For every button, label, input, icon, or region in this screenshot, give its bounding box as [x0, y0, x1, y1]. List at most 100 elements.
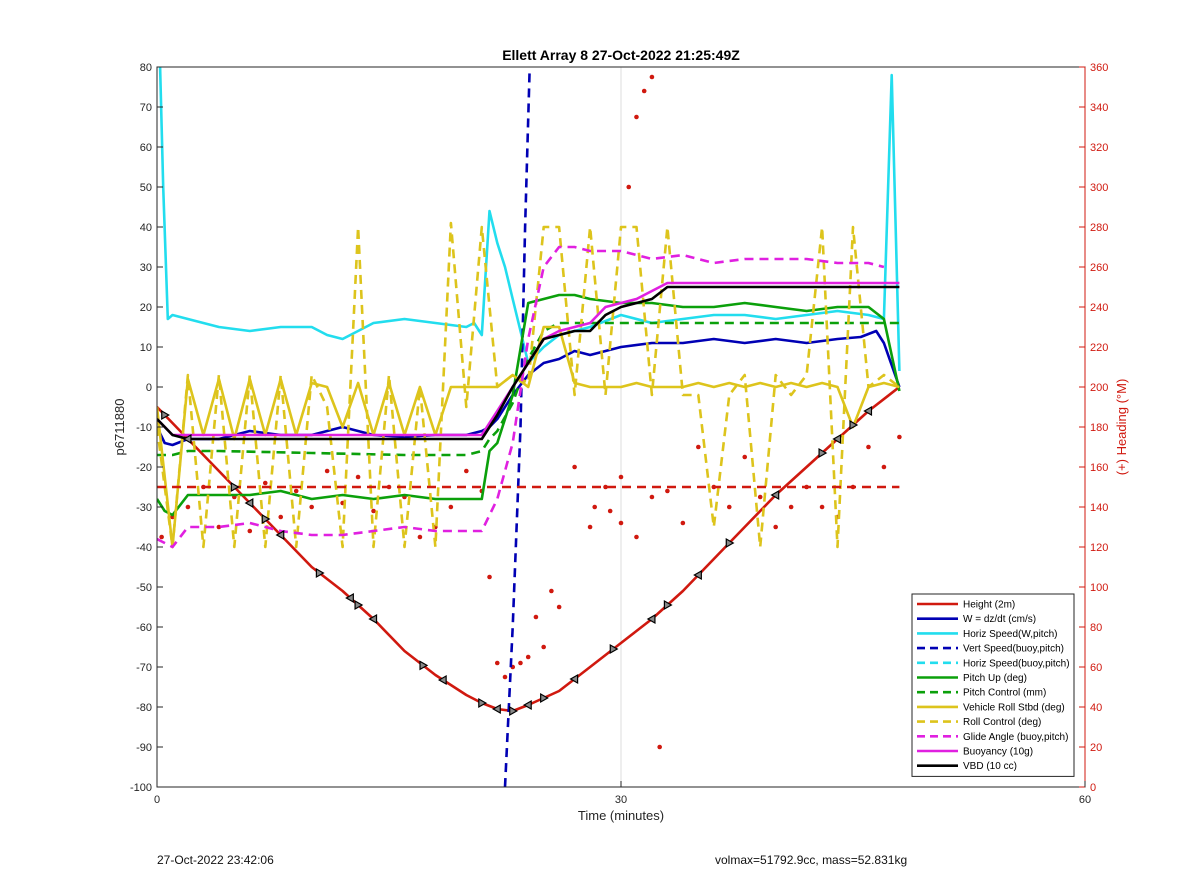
- heading-point: [641, 88, 647, 94]
- y2-tick-label: 120: [1090, 542, 1108, 554]
- y2-tick-label: 260: [1090, 262, 1108, 274]
- heading-point: [665, 488, 670, 494]
- legend-entry: Roll Control (deg): [963, 717, 1041, 728]
- left-axis: -100-90-80-70-60-50-40-30-20-10010203040…: [130, 62, 163, 794]
- heading-point: [587, 524, 593, 530]
- y2-tick-label: 320: [1090, 142, 1108, 154]
- x-tick-label: 0: [154, 794, 160, 806]
- heading-point: [216, 524, 222, 530]
- height-marker: [693, 569, 702, 581]
- heading-point: [788, 504, 794, 510]
- y-tick-label: -40: [136, 542, 152, 554]
- height-marker: [770, 489, 780, 501]
- heading-point: [549, 588, 554, 594]
- heading-point: [541, 644, 546, 650]
- y2-tick-label: 60: [1090, 662, 1102, 674]
- heading-point: [159, 534, 164, 540]
- heading-point: [592, 504, 598, 510]
- plot-area: [157, 67, 902, 787]
- y2-tick-label: 0: [1090, 782, 1096, 794]
- heading-point: [448, 504, 454, 510]
- heading-point: [247, 528, 253, 534]
- y-tick-label: 80: [140, 62, 152, 74]
- height-marker: [492, 703, 501, 715]
- series-line-horiz-speed-w-pitch: [158, 67, 901, 372]
- height-marker: [368, 613, 378, 625]
- heading-point: [324, 468, 330, 474]
- legend-entry: Horiz Speed(W,pitch): [963, 629, 1057, 640]
- heading-point: [680, 520, 686, 526]
- heading-point: [185, 504, 191, 510]
- y-tick-label: 0: [146, 382, 152, 394]
- y-tick-label: 10: [140, 342, 152, 354]
- series-line-buoyancy-10g: [157, 281, 900, 437]
- y2-tick-label: 80: [1090, 622, 1102, 634]
- height-marker: [646, 613, 656, 625]
- height-marker: [315, 567, 325, 579]
- height-marker: [437, 674, 447, 686]
- height-marker: [569, 673, 579, 685]
- heading-point: [819, 504, 825, 510]
- series-line-roll-control-deg: [157, 221, 901, 549]
- legend-entry: Pitch Up (deg): [963, 673, 1027, 684]
- y-tick-label: -90: [136, 742, 152, 754]
- heading-point: [634, 534, 639, 540]
- height-marker: [849, 419, 859, 431]
- legend-entry: VBD (10 cc): [963, 761, 1017, 772]
- legend-entry: W = dz/dt (cm/s): [963, 614, 1036, 625]
- legend-entry: Horiz Speed(buoy,pitch): [963, 658, 1070, 669]
- legend-entry: Height (2m): [963, 600, 1015, 611]
- height-marker: [345, 592, 354, 604]
- heading-point: [502, 674, 508, 680]
- height-marker: [663, 599, 673, 611]
- height-marker: [540, 692, 549, 704]
- y-axis-label: p6711880: [112, 399, 127, 456]
- height-marker: [261, 513, 271, 525]
- y-tick-label: 40: [140, 222, 152, 234]
- heading-point: [262, 480, 268, 486]
- x-axis-label: Time (minutes): [578, 808, 664, 823]
- height-marker: [725, 537, 735, 549]
- heading-point: [278, 514, 284, 520]
- heading-point: [556, 604, 562, 610]
- y2-tick-label: 360: [1090, 62, 1108, 74]
- height-marker: [609, 643, 619, 655]
- right-axis: 0 20 40 60 80 100 120 140 160 180 200 220 240 260 280 3…: [1079, 62, 1108, 794]
- height-marker: [182, 433, 192, 445]
- heading-point: [881, 464, 887, 470]
- heading-point: [618, 474, 624, 480]
- y-tick-label: -10: [136, 422, 152, 434]
- y2-tick-label: 100: [1090, 582, 1108, 594]
- height-marker: [863, 405, 873, 417]
- y2-tick-label: 340: [1090, 102, 1108, 114]
- y2-tick-label: 40: [1090, 702, 1102, 714]
- heading-point: [494, 660, 500, 666]
- height-marker: [419, 660, 429, 671]
- heading-point: [518, 660, 523, 666]
- y-tick-label: 20: [140, 302, 152, 314]
- y2-tick-label: 160: [1090, 462, 1108, 474]
- y2-tick-label: 20: [1090, 742, 1102, 754]
- height-marker: [230, 481, 240, 493]
- heading-point: [618, 520, 624, 526]
- heading-point: [293, 488, 299, 494]
- legend-entry: Glide Angle (buoy,pitch): [963, 732, 1068, 743]
- height-marker: [509, 705, 518, 717]
- legend-entry: Vehicle Roll Stbd (deg): [963, 702, 1065, 713]
- y-tick-label: -20: [136, 462, 152, 474]
- series-line-vbd-10-cc: [157, 285, 900, 441]
- footer-volume-mass: volmax=51792.9cc, mass=52.831kg: [715, 853, 908, 867]
- legend-entry: Vert Speed(buoy,pitch): [963, 644, 1064, 655]
- heading-point: [773, 524, 778, 530]
- heading-point: [309, 504, 314, 510]
- heading-point: [355, 474, 361, 480]
- height-marker: [832, 433, 842, 445]
- heading-point: [371, 508, 376, 514]
- legend-entry: Buoyancy (10g): [963, 747, 1033, 758]
- heading-point: [626, 184, 632, 190]
- y2-tick-label: 140: [1090, 502, 1108, 514]
- heading-point: [649, 74, 655, 80]
- y-tick-label: -60: [136, 622, 152, 634]
- heading-point: [464, 468, 469, 474]
